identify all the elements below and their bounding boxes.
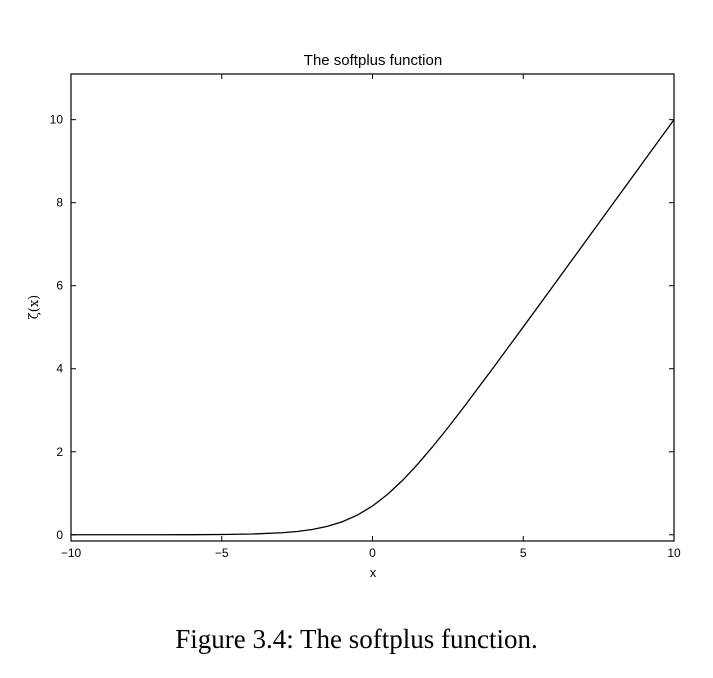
plot-frame [70, 73, 675, 542]
chart-title: The softplus function [304, 52, 442, 69]
softplus-chart: The softplus function −10 −5 0 5 10 0 2 4 6 8 10 x… [27, 52, 681, 580]
x-tick-label: 0 [369, 546, 376, 560]
x-tick-label: −10 [61, 546, 82, 560]
y-tick-label: 2 [56, 445, 63, 459]
x-tick-label: −5 [215, 546, 229, 560]
y-tick-label: 6 [56, 279, 63, 293]
series-layer [71, 119, 675, 536]
x-tick-label: 5 [520, 546, 527, 560]
softplus-series-line [71, 119, 675, 536]
y-tick-label: 8 [56, 196, 63, 210]
y-tick-label: 0 [56, 528, 63, 542]
x-tick-label: 10 [667, 546, 681, 560]
ticks-layer: −10 −5 0 5 10 0 2 4 6 8 10 [50, 74, 681, 560]
figure-caption: Figure 3.4: The softplus function. [175, 624, 538, 654]
x-axis-label: x [370, 565, 377, 580]
y-tick-label: 10 [50, 113, 64, 127]
y-axis-label: ζ(x) [27, 295, 42, 320]
y-tick-label: 4 [56, 362, 63, 376]
